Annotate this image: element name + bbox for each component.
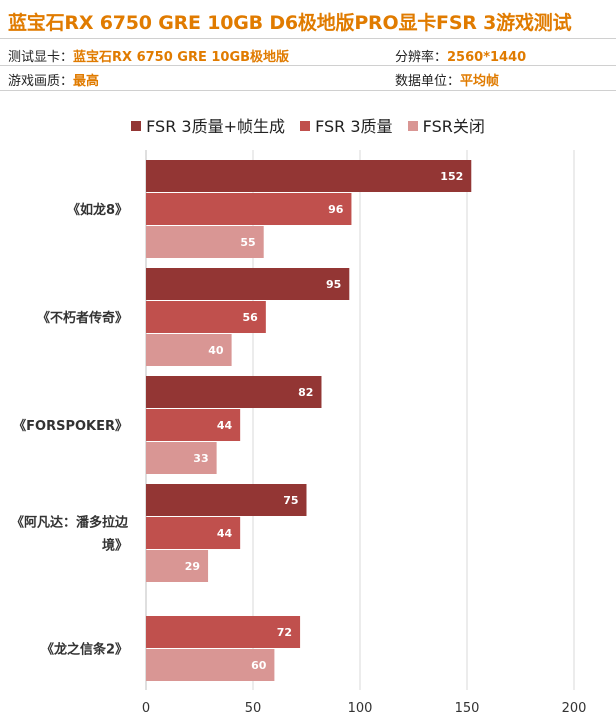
data-label-fsr-off-2: 33 bbox=[193, 452, 208, 465]
category-label-0: 《如龙8》 bbox=[67, 202, 128, 218]
bar-fsr3-quality-4 bbox=[146, 616, 301, 648]
data-label-fsr3-framegen-1: 95 bbox=[326, 278, 341, 291]
data-label-fsr3-quality-2: 44 bbox=[217, 419, 233, 432]
category-label-3-line-0: 《阿凡达：潘多拉边 bbox=[11, 515, 129, 531]
bar-fsr3-quality-3 bbox=[146, 517, 241, 549]
bar-fsr-off-3 bbox=[146, 550, 209, 582]
bar-fsr-off-1 bbox=[146, 334, 232, 366]
gpu-value: 蓝宝石RX 6750 GRE 10GB极地版 bbox=[73, 50, 290, 65]
category-label-4: 《龙之信条2》 bbox=[41, 642, 128, 658]
chart-legend: FSR 3质量+帧生成 FSR 3质量 FSR关闭 bbox=[0, 113, 616, 137]
resolution-info: 分辨率：2560*1440 bbox=[395, 46, 526, 65]
bar-fsr-off-4 bbox=[146, 649, 275, 681]
legend-item-fsr-off: FSR关闭 bbox=[407, 113, 485, 137]
info-divider-2 bbox=[0, 90, 616, 91]
x-tick-label-0: 0 bbox=[142, 701, 150, 716]
bar-fsr-off-0 bbox=[146, 226, 264, 258]
data-label-fsr3-quality-1: 56 bbox=[243, 311, 259, 324]
gpu-label: 测试显卡： bbox=[8, 50, 74, 65]
x-tick-label-50: 50 bbox=[245, 701, 262, 716]
x-tick-label-100: 100 bbox=[348, 701, 373, 716]
chart-title: 蓝宝石RX 6750 GRE 10GB D6极地版PRO显卡FSR 3游戏测试 bbox=[8, 12, 572, 34]
data-label-fsr3-framegen-0: 152 bbox=[440, 170, 463, 183]
data-label-fsr3-quality-3: 44 bbox=[217, 527, 233, 540]
category-label-3-line-1: 境》 bbox=[102, 538, 128, 554]
x-tick-label-150: 150 bbox=[455, 701, 480, 716]
bar-fsr3-quality-2 bbox=[146, 409, 241, 441]
data-label-fsr-off-3: 29 bbox=[185, 560, 200, 573]
legend-label-fsr3-framegen: FSR 3质量+帧生成 bbox=[146, 117, 285, 136]
gpu-info: 测试显卡：蓝宝石RX 6750 GRE 10GB极地版 bbox=[8, 46, 289, 65]
data-label-fsr3-quality-4: 72 bbox=[277, 626, 292, 639]
data-label-fsr3-framegen-2: 82 bbox=[298, 386, 313, 399]
data-label-fsr-off-4: 60 bbox=[251, 659, 267, 672]
quality-label: 游戏画质： bbox=[8, 74, 74, 89]
header-divider bbox=[0, 38, 616, 39]
bar-fsr-off-2 bbox=[146, 442, 217, 474]
legend-label-fsr-off: FSR关闭 bbox=[422, 117, 485, 136]
legend-item-fsr3-quality: FSR 3质量 bbox=[300, 113, 393, 137]
bar-fsr3-framegen-0 bbox=[146, 160, 472, 192]
x-tick-label-200: 200 bbox=[562, 701, 587, 716]
category-label-1: 《不朽者传奇》 bbox=[37, 310, 128, 326]
data-label-fsr3-quality-0: 96 bbox=[328, 203, 344, 216]
legend-item-fsr3-framegen: FSR 3质量+帧生成 bbox=[131, 113, 285, 137]
bar-fsr3-framegen-3 bbox=[146, 484, 307, 516]
legend-swatch-fsr3-quality bbox=[300, 121, 311, 131]
quality-info: 游戏画质：最高 bbox=[8, 70, 99, 89]
legend-swatch-fsr3-framegen bbox=[131, 121, 142, 131]
data-label-fsr-off-0: 55 bbox=[240, 236, 255, 249]
unit-label: 数据单位： bbox=[395, 74, 461, 89]
data-label-fsr-off-1: 40 bbox=[208, 344, 224, 357]
legend-swatch-fsr-off bbox=[407, 121, 418, 131]
bar-fsr3-framegen-1 bbox=[146, 268, 350, 300]
resolution-label: 分辨率： bbox=[395, 50, 448, 65]
bar-fsr3-quality-1 bbox=[146, 301, 266, 333]
unit-info: 数据单位：平均帧 bbox=[395, 70, 499, 89]
data-label-fsr3-framegen-3: 75 bbox=[283, 494, 298, 507]
bar-fsr3-quality-0 bbox=[146, 193, 352, 225]
bar-fsr3-framegen-2 bbox=[146, 376, 322, 408]
unit-value: 平均帧 bbox=[460, 74, 500, 89]
resolution-value: 2560*1440 bbox=[447, 50, 527, 65]
legend-label-fsr3-quality: FSR 3质量 bbox=[315, 117, 393, 136]
info-divider-1 bbox=[0, 65, 616, 66]
category-label-2: 《FORSPOKER》 bbox=[13, 418, 128, 434]
quality-value: 最高 bbox=[73, 74, 100, 89]
